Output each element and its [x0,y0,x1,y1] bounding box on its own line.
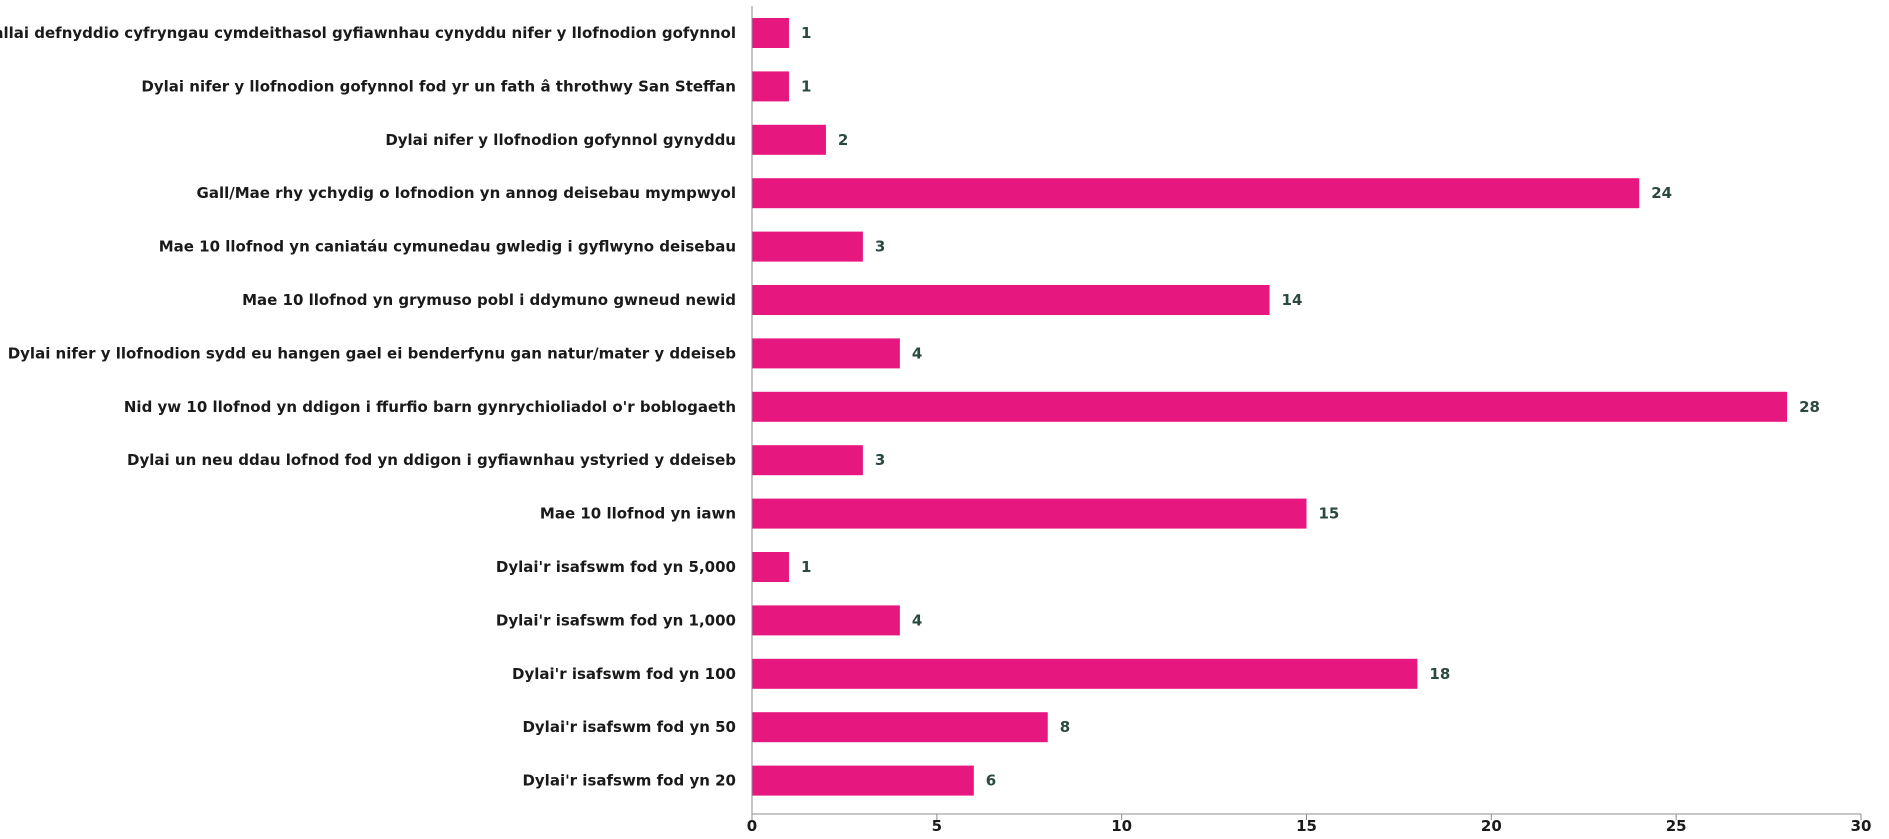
category-label: Gallai defnyddio cyfryngau cymdeithasol … [0,24,736,42]
x-tick-label: 0 [747,817,757,835]
bars [752,18,1788,796]
bar [752,338,900,369]
data-label: 18 [1429,665,1450,683]
x-tick-label: 30 [1851,817,1872,835]
bar [752,178,1640,209]
data-label: 3 [875,238,885,256]
data-label: 3 [875,451,885,469]
category-label: Dylai'r isafswm fod yn 5,000 [496,558,736,576]
bar [752,605,900,636]
category-label: Mae 10 llofnod yn grymuso pobl i ddymuno… [242,291,736,309]
category-label: Dylai nifer y llofnodion sydd eu hangen … [8,344,737,362]
bar [752,712,1048,743]
x-axis-ticks: 0 5 10 15 20 25 30 [747,814,1872,835]
bar [752,498,1307,529]
bar [752,71,789,102]
data-label: 15 [1319,505,1340,523]
data-label: 14 [1282,291,1303,309]
x-tick-label: 5 [932,817,942,835]
x-tick-label: 10 [1111,817,1132,835]
bar [752,18,789,48]
category-label: Dylai'r isafswm fod yn 100 [512,665,736,683]
category-label: Nid yw 10 llofnod yn ddigon i ffurfio ba… [124,398,736,416]
data-label: 28 [1799,398,1820,416]
bar [752,285,1270,315]
bar [752,391,1788,422]
category-label: Gall/Mae rhy ychydig o lofnodion yn anno… [197,184,736,202]
category-label: Dylai'r isafswm fod yn 50 [522,718,736,736]
category-label: Dylai un neu ddau lofnod fod yn ddigon i… [127,451,736,469]
bar [752,445,863,476]
category-labels: Gallai defnyddio cyfryngau cymdeithasol … [0,24,736,790]
data-label: 6 [986,772,996,790]
bar [752,231,863,262]
category-label: Dylai nifer y llofnodion gofynnol gynydd… [385,131,736,149]
x-tick-label: 25 [1666,817,1687,835]
data-label: 8 [1060,718,1070,736]
bar [752,765,974,796]
bar [752,124,826,155]
x-tick-label: 20 [1481,817,1502,835]
category-label: Mae 10 llofnod yn caniatáu cymunedau gwl… [159,238,736,256]
category-label: Dylai'r isafswm fod yn 1,000 [496,611,736,629]
bar [752,658,1418,689]
data-label: 1 [801,558,811,576]
category-label: Dylai nifer y llofnodion gofynnol fod yr… [141,77,736,95]
data-label: 1 [801,24,811,42]
category-label: Mae 10 llofnod yn iawn [540,505,736,523]
x-tick-label: 15 [1296,817,1317,835]
category-label: Dylai'r isafswm fod yn 20 [522,772,736,790]
data-label: 4 [912,611,922,629]
bar [752,552,789,582]
data-label: 4 [912,344,922,362]
data-label: 2 [838,131,848,149]
data-label: 24 [1651,184,1672,202]
data-label: 1 [801,77,811,95]
